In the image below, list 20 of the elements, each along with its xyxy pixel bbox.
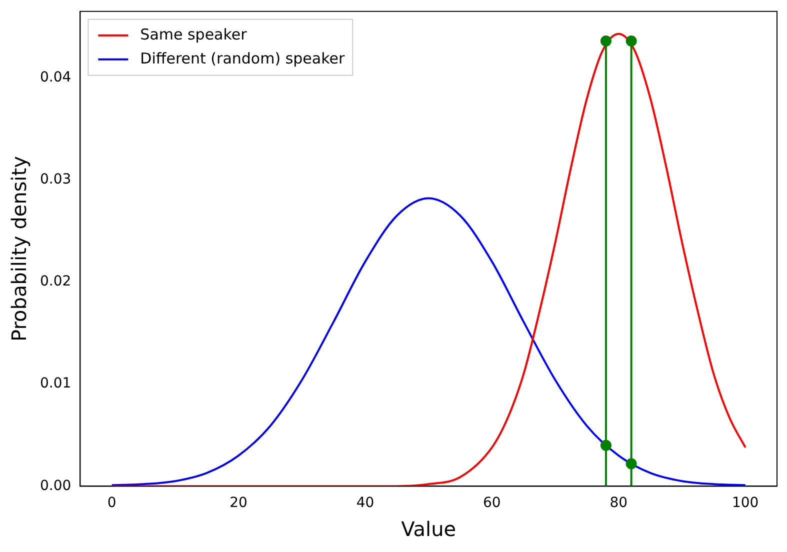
legend-label: Same speaker bbox=[140, 25, 248, 44]
legend-label: Different (random) speaker bbox=[140, 49, 346, 68]
y-tick-label: 0.02 bbox=[40, 274, 72, 290]
x-axis-title: Value bbox=[401, 517, 456, 542]
line-series bbox=[110, 197, 746, 486]
x-tick-label: 20 bbox=[230, 495, 248, 512]
point bbox=[626, 458, 637, 470]
point bbox=[600, 36, 612, 47]
y-tick-label: 0.03 bbox=[40, 172, 72, 188]
point bbox=[626, 36, 637, 47]
y-tick-label: 0.04 bbox=[40, 69, 72, 86]
y-tick-label: 0.00 bbox=[40, 478, 72, 494]
y-axis-title: Probability density bbox=[7, 156, 32, 342]
y-tick-label: 0.01 bbox=[40, 376, 72, 392]
x-tick-label: 0 bbox=[107, 495, 116, 512]
point bbox=[600, 440, 612, 451]
x-tick-label: 80 bbox=[610, 495, 628, 512]
x-tick-label: 60 bbox=[483, 495, 501, 512]
x-tick-label: 40 bbox=[356, 495, 374, 512]
x-tick-label: 100 bbox=[732, 495, 759, 512]
